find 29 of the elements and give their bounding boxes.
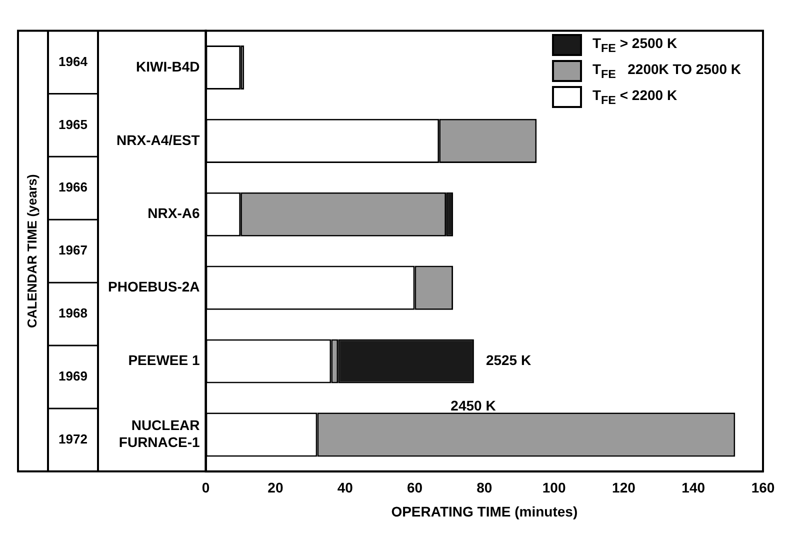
text: 1968 <box>58 306 88 321</box>
x-tick-label: 120 <box>612 480 636 496</box>
legend-label: T$_{FE}$ > 2500 K <box>592 35 678 55</box>
y-tick-label: NRX-A6 <box>148 205 200 222</box>
text: 1972 <box>58 432 88 447</box>
x-tick-label: 140 <box>682 480 706 496</box>
legend-label: T$_{FE}$ < 2200 K <box>592 87 678 107</box>
annotation: 2450 K <box>450 397 496 414</box>
text: 1966 <box>58 180 88 195</box>
y-tick-label: PEEWEE 1 <box>128 352 200 368</box>
x-tick-label: 60 <box>406 480 423 496</box>
x-axis-title: OPERATING TIME (minutes) <box>391 503 578 520</box>
y-tick-label: NUCLEAR FURNACE-1 <box>118 417 200 450</box>
x-tick-label: 80 <box>476 480 492 496</box>
text: 1967 <box>58 242 88 258</box>
x-tick-label: 0 <box>202 480 210 496</box>
text: 1969 <box>58 368 88 384</box>
x-tick-label: 40 <box>337 480 354 496</box>
legend-label: T$_{FE}$ 2200K TO 2500 K <box>592 61 741 81</box>
y-tick-label: PHOEBUS-2A <box>108 278 200 295</box>
x-tick-label: 100 <box>542 480 566 496</box>
text: 1964 <box>58 54 88 69</box>
annotation: 2525 K <box>486 352 532 368</box>
x-tick-label: 20 <box>268 480 284 496</box>
text: 1965 <box>58 116 88 132</box>
y-tick-label: KIWI-B4D <box>136 58 200 74</box>
text: CALENDAR TIME (years) <box>24 174 40 328</box>
x-tick-label: 160 <box>751 480 775 496</box>
y-tick-label: NRX-A4/EST <box>116 132 200 148</box>
